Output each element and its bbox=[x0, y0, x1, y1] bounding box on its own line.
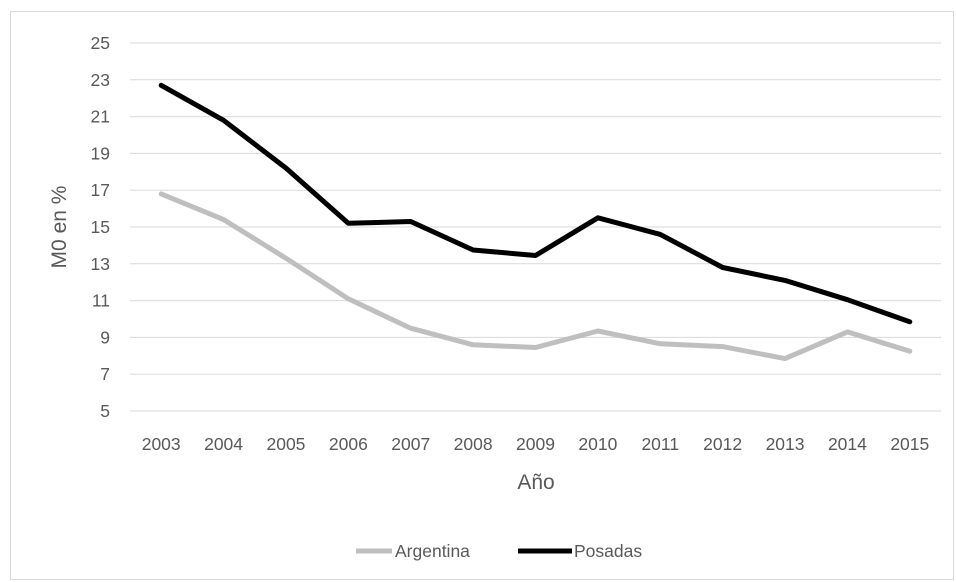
x-tick-label: 2006 bbox=[329, 434, 368, 454]
gridlines bbox=[130, 42, 941, 412]
series-line-argentina bbox=[158, 191, 913, 362]
x-tick-label: 2010 bbox=[578, 434, 617, 454]
y-tick-label: 25 bbox=[91, 33, 110, 53]
y-tick-labels: 5 7 9 11 13 15 17 19 21 23 25 bbox=[91, 33, 110, 421]
x-tick-label: 2003 bbox=[142, 434, 181, 454]
x-tick-label: 2007 bbox=[391, 434, 430, 454]
legend-label-posadas: Posadas bbox=[574, 541, 642, 561]
series-line-posadas bbox=[158, 82, 913, 325]
legend: Argentina Posadas bbox=[356, 541, 642, 561]
y-tick-label: 7 bbox=[100, 364, 110, 384]
x-tick-label: 2014 bbox=[828, 434, 867, 454]
y-tick-label: 15 bbox=[91, 217, 110, 237]
x-tick-labels: 2003 2004 2005 2006 2007 2008 2009 2010 2011 2012… bbox=[142, 434, 930, 454]
chart-frame bbox=[10, 11, 954, 580]
x-tick-label: 2011 bbox=[641, 434, 679, 454]
y-axis-title: M0 en % bbox=[48, 186, 71, 269]
x-tick-label: 2005 bbox=[266, 434, 305, 454]
y-tick-label: 9 bbox=[100, 327, 110, 347]
x-tick-label: 2008 bbox=[454, 434, 493, 454]
y-tick-label: 5 bbox=[100, 401, 110, 421]
x-tick-label: 2015 bbox=[890, 434, 929, 454]
x-axis-title: Año bbox=[517, 471, 554, 494]
x-tick-label: 2009 bbox=[516, 434, 555, 454]
x-tick-label: 2012 bbox=[703, 434, 742, 454]
y-tick-label: 11 bbox=[92, 291, 110, 311]
y-tick-label: 23 bbox=[91, 70, 110, 90]
legend-label-argentina: Argentina bbox=[395, 541, 470, 561]
y-tick-label: 17 bbox=[91, 180, 110, 200]
y-tick-label: 13 bbox=[91, 254, 110, 274]
y-tick-label: 19 bbox=[91, 143, 110, 163]
x-tick-label: 2004 bbox=[204, 434, 243, 454]
x-tick-label: 2013 bbox=[766, 434, 805, 454]
y-tick-label: 21 bbox=[91, 107, 110, 127]
series-lines bbox=[158, 82, 913, 362]
